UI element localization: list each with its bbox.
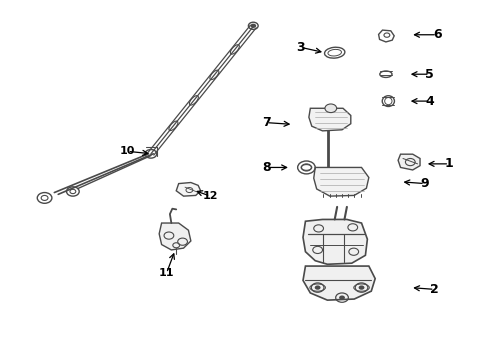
Circle shape — [325, 104, 336, 113]
Text: 6: 6 — [432, 28, 441, 41]
Text: 11: 11 — [159, 268, 174, 278]
Polygon shape — [303, 266, 374, 300]
Polygon shape — [159, 223, 190, 250]
Text: 12: 12 — [202, 191, 218, 201]
Text: 5: 5 — [425, 68, 433, 81]
Polygon shape — [308, 108, 350, 131]
Circle shape — [338, 296, 344, 300]
Circle shape — [358, 285, 364, 290]
Text: 3: 3 — [296, 41, 304, 54]
Text: 8: 8 — [262, 161, 270, 174]
Polygon shape — [176, 183, 200, 196]
Text: 1: 1 — [444, 157, 453, 170]
Circle shape — [314, 285, 320, 290]
Text: 4: 4 — [425, 95, 433, 108]
Text: 2: 2 — [429, 283, 438, 296]
Polygon shape — [397, 154, 419, 170]
Text: 7: 7 — [262, 116, 270, 129]
Polygon shape — [303, 220, 366, 264]
Text: 10: 10 — [120, 146, 135, 156]
Polygon shape — [313, 167, 368, 196]
Circle shape — [250, 24, 256, 28]
Text: 9: 9 — [420, 177, 428, 190]
